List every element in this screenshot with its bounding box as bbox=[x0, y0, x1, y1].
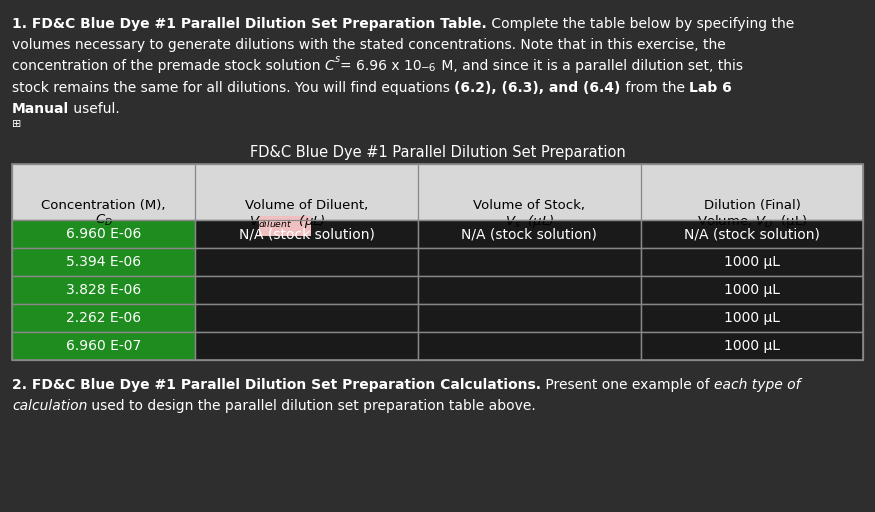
Text: stock remains the same for all dilutions. You will find equations: stock remains the same for all dilutions… bbox=[12, 80, 454, 95]
Text: ⊞: ⊞ bbox=[12, 119, 21, 129]
Text: calculation: calculation bbox=[12, 399, 88, 414]
Text: = 6.96 x 10: = 6.96 x 10 bbox=[340, 59, 422, 73]
Text: Volume, $V_D$  (μL): Volume, $V_D$ (μL) bbox=[696, 213, 808, 230]
Text: concentration of the premade stock solution: concentration of the premade stock solut… bbox=[12, 59, 325, 73]
Bar bbox=[640, 276, 863, 304]
Text: Volume of Stock,: Volume of Stock, bbox=[473, 199, 585, 212]
Text: 5.394 E-06: 5.394 E-06 bbox=[66, 255, 141, 269]
Bar bbox=[195, 304, 418, 332]
Bar bbox=[640, 332, 863, 360]
Bar bbox=[12, 304, 195, 332]
Bar bbox=[640, 248, 863, 276]
Text: used to design the parallel dilution set preparation table above.: used to design the parallel dilution set… bbox=[88, 399, 536, 414]
Bar bbox=[195, 220, 418, 248]
Bar bbox=[195, 332, 418, 360]
Bar bbox=[418, 332, 640, 360]
Bar bbox=[12, 332, 195, 360]
Text: C: C bbox=[325, 59, 334, 73]
Text: from the: from the bbox=[620, 80, 689, 95]
Bar bbox=[12, 248, 195, 276]
Text: 3.828 E-06: 3.828 E-06 bbox=[66, 283, 141, 297]
Text: N/A (stock solution): N/A (stock solution) bbox=[461, 227, 598, 241]
Text: 2.262 E-06: 2.262 E-06 bbox=[66, 311, 141, 325]
Text: 1000 μL: 1000 μL bbox=[724, 339, 780, 353]
Text: (6.2), (6.3), and (6.4): (6.2), (6.3), and (6.4) bbox=[454, 80, 620, 95]
Bar bbox=[195, 248, 418, 276]
Bar bbox=[640, 304, 863, 332]
Bar bbox=[418, 248, 640, 276]
Text: $V_s$  (μL): $V_s$ (μL) bbox=[505, 213, 554, 230]
Text: Complete the table below by specifying the: Complete the table below by specifying t… bbox=[487, 17, 794, 31]
Text: Lab 6: Lab 6 bbox=[689, 80, 732, 95]
Text: each type of: each type of bbox=[714, 378, 801, 392]
Text: −6: −6 bbox=[422, 63, 437, 73]
Text: 6.960 E-06: 6.960 E-06 bbox=[66, 227, 141, 241]
Bar bbox=[260, 216, 312, 236]
Text: useful.: useful. bbox=[69, 102, 120, 116]
Text: volumes necessary to generate dilutions with the stated concentrations. Note tha: volumes necessary to generate dilutions … bbox=[12, 38, 725, 52]
Bar bbox=[418, 220, 640, 248]
Text: FD&C Blue Dye #1 Parallel Dilution Set Preparation: FD&C Blue Dye #1 Parallel Dilution Set P… bbox=[249, 145, 626, 160]
Bar bbox=[640, 220, 863, 248]
Text: $C_D$: $C_D$ bbox=[94, 213, 113, 228]
Text: M, and since it is a parallel dilution set, this: M, and since it is a parallel dilution s… bbox=[437, 59, 743, 73]
Bar bbox=[12, 276, 195, 304]
Bar bbox=[418, 304, 640, 332]
Text: N/A (stock solution): N/A (stock solution) bbox=[684, 227, 820, 241]
Text: Dilution (Final): Dilution (Final) bbox=[704, 199, 801, 212]
Text: Concentration (M),: Concentration (M), bbox=[41, 199, 165, 212]
Text: $V_{diluent}$  (μL): $V_{diluent}$ (μL) bbox=[249, 213, 326, 230]
Text: Present one example of: Present one example of bbox=[541, 378, 714, 392]
Text: 1. FD&C Blue Dye #1 Parallel Dilution Set Preparation Table.: 1. FD&C Blue Dye #1 Parallel Dilution Se… bbox=[12, 17, 487, 31]
Text: N/A (stock solution): N/A (stock solution) bbox=[239, 227, 374, 241]
Bar bbox=[12, 164, 863, 360]
Text: s: s bbox=[334, 54, 340, 64]
Bar bbox=[12, 220, 195, 248]
Text: 1000 μL: 1000 μL bbox=[724, 255, 780, 269]
Bar bbox=[12, 164, 863, 220]
Bar bbox=[418, 276, 640, 304]
Bar bbox=[195, 276, 418, 304]
Text: 1000 μL: 1000 μL bbox=[724, 283, 780, 297]
Text: 6.960 E-07: 6.960 E-07 bbox=[66, 339, 141, 353]
Text: Manual: Manual bbox=[12, 102, 69, 116]
Text: 2. FD&C Blue Dye #1 Parallel Dilution Set Preparation Calculations.: 2. FD&C Blue Dye #1 Parallel Dilution Se… bbox=[12, 378, 541, 392]
Text: 1000 μL: 1000 μL bbox=[724, 311, 780, 325]
Text: Volume of Diluent,: Volume of Diluent, bbox=[245, 199, 368, 212]
